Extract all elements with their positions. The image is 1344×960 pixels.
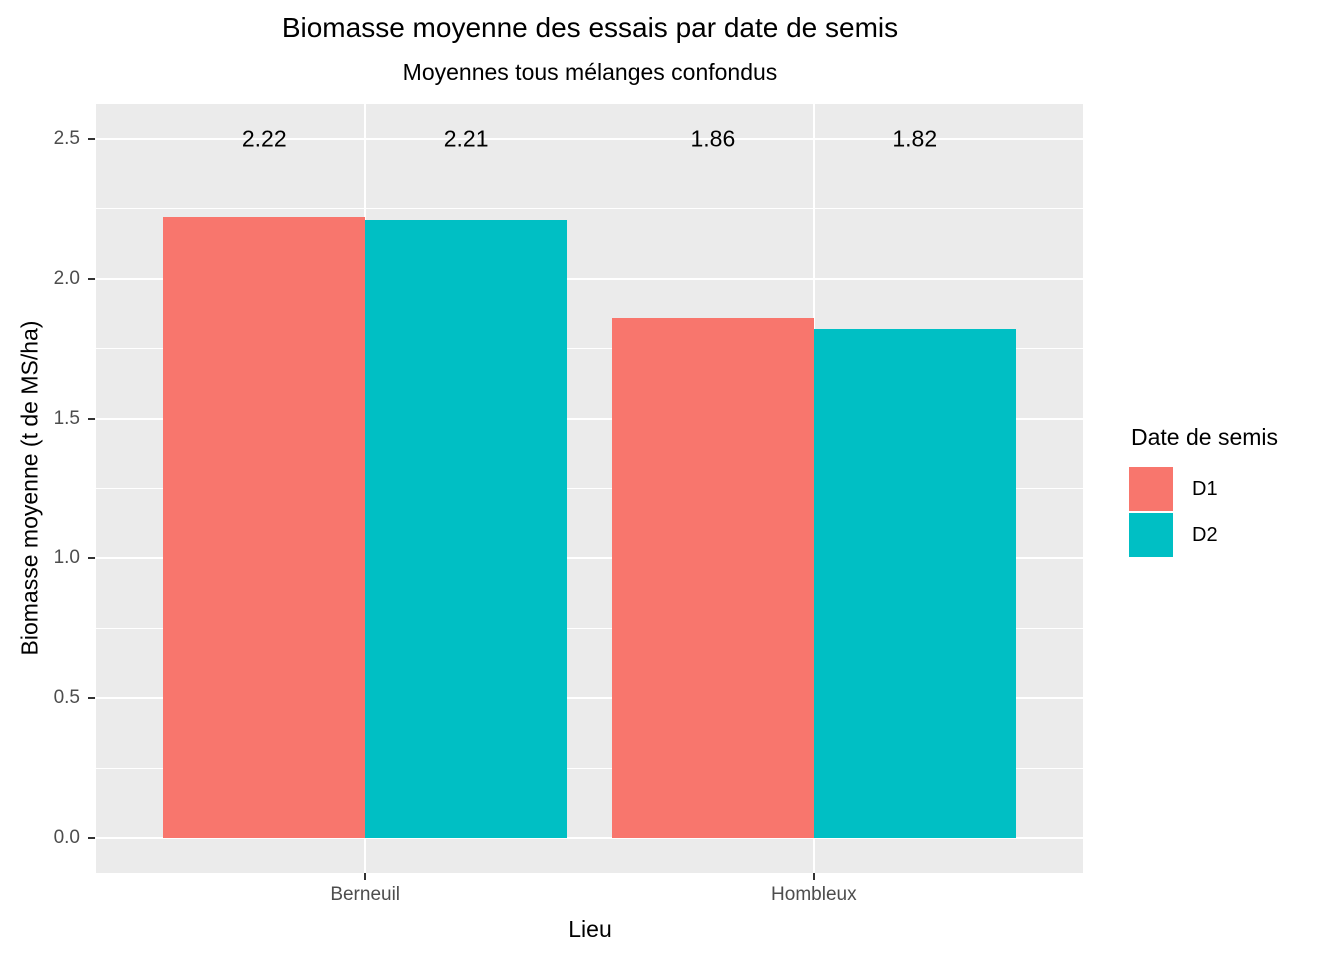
y-axis-tick-label: 2.5 xyxy=(53,127,80,149)
bar-berneuil-d2 xyxy=(365,220,568,839)
legend-items: D1 D2 xyxy=(1129,467,1278,557)
gridline-y-major xyxy=(96,417,1083,420)
gridline-y-major xyxy=(96,837,1083,840)
bar-value-label: 2.21 xyxy=(443,125,489,152)
gridline-y-major xyxy=(96,697,1083,700)
gridline-y-major xyxy=(96,137,1083,140)
gridline-y-minor xyxy=(96,348,1083,350)
y-axis-tick-mark xyxy=(88,557,95,560)
legend-swatch-d1 xyxy=(1129,467,1173,511)
x-axis-tick-mark xyxy=(812,873,815,880)
bar-value-label: 2.22 xyxy=(241,125,287,152)
y-axis-tick-mark xyxy=(88,697,95,700)
legend-item-label: D1 xyxy=(1192,477,1218,500)
y-axis-tick-label: 0.0 xyxy=(53,827,80,849)
legend-item: D2 xyxy=(1129,513,1278,557)
y-axis-tick-mark xyxy=(88,837,95,840)
x-axis-tick-label: Hombleux xyxy=(771,884,857,905)
bar-berneuil-d1 xyxy=(163,217,366,839)
legend-swatch-d2 xyxy=(1129,513,1173,557)
bar-hombleux-d1 xyxy=(611,317,814,839)
y-axis-tick-mark xyxy=(88,417,95,420)
chart-title: Biomasse moyenne des essais par date de … xyxy=(281,12,899,43)
y-axis-tick-mark xyxy=(88,277,95,280)
y-axis-tick-label: 1.5 xyxy=(53,407,80,429)
plot-panel: 2.22 1.86 2.21 1.82 xyxy=(96,104,1083,873)
gridline-y-minor xyxy=(96,627,1083,629)
x-axis-title: Lieu xyxy=(568,916,612,942)
gridline-y-major xyxy=(96,557,1083,560)
y-axis-tick-mark xyxy=(88,137,95,140)
gridline-y-minor xyxy=(96,767,1083,769)
gridline-y-minor xyxy=(96,208,1083,210)
y-axis-tick-label: 1.0 xyxy=(53,547,80,569)
legend-item-label: D2 xyxy=(1192,523,1218,546)
bar-value-label: 1.82 xyxy=(892,125,938,152)
legend-item: D1 xyxy=(1129,467,1278,511)
bar-hombleux-d2 xyxy=(813,329,1016,839)
gridline-y-minor xyxy=(96,488,1083,489)
x-axis-tick-mark xyxy=(364,873,367,880)
legend: Date de semis D1 D2 xyxy=(1129,424,1278,559)
legend-title: Date de semis xyxy=(1131,424,1279,450)
x-axis-tick-label: Berneuil xyxy=(330,884,401,905)
y-axis-tick-label: 0.5 xyxy=(53,687,80,709)
y-axis-tick-label: 2.0 xyxy=(53,267,80,289)
gridline-y-major xyxy=(96,277,1083,280)
bar-value-label: 1.86 xyxy=(690,125,736,152)
chart-subtitle: Moyennes tous mélanges confondus xyxy=(402,59,778,85)
y-axis-title: Biomasse moyenne (t de MS/ha) xyxy=(16,320,43,656)
